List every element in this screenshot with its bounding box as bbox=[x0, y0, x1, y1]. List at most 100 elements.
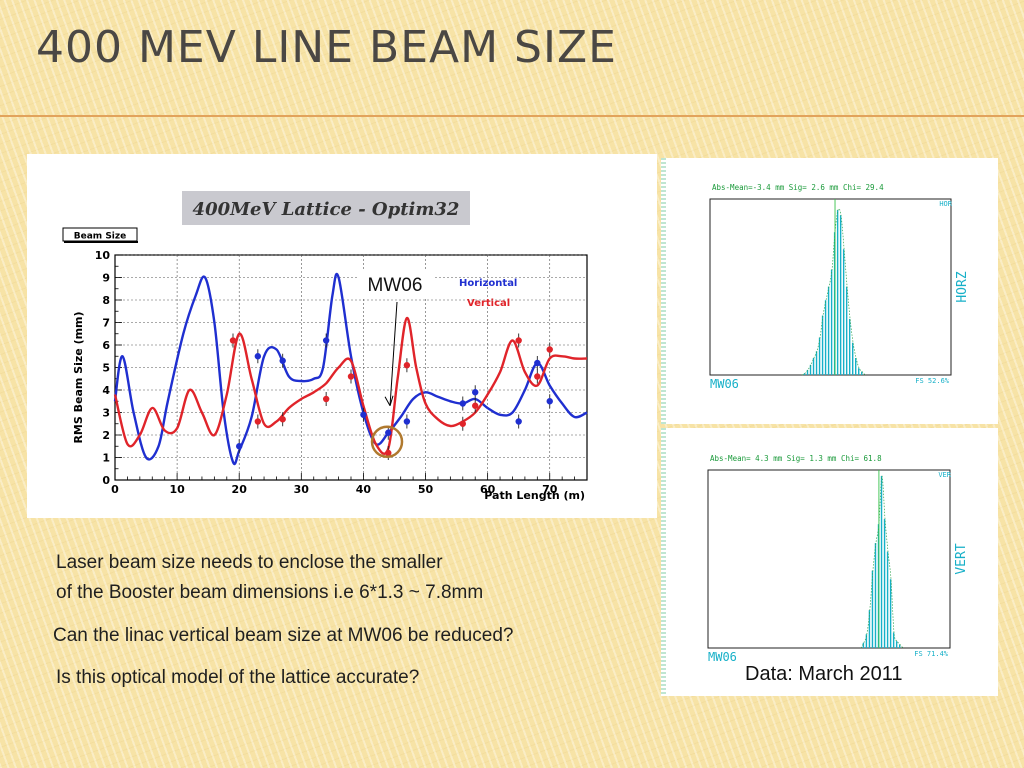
histogram-bar bbox=[815, 351, 818, 375]
x-tick-label: 70 bbox=[542, 483, 558, 496]
histogram-corner-tag: HOR bbox=[939, 200, 952, 208]
measured-point-horizontal bbox=[236, 443, 243, 450]
measured-point-horizontal bbox=[322, 337, 330, 344]
bullet-line-2: of the Booster beam dimensions i.e 6*1.3… bbox=[56, 582, 484, 603]
measured-point-vertical bbox=[254, 418, 262, 425]
histogram-bar bbox=[845, 286, 848, 375]
histogram-bar bbox=[809, 364, 812, 375]
x-tick-label: 30 bbox=[294, 483, 310, 496]
histogram-corner-tag: VER bbox=[938, 471, 951, 479]
y-tick-label: 7 bbox=[102, 317, 110, 330]
histogram-footer: FS 71.4% bbox=[914, 650, 949, 658]
x-tick-label: 60 bbox=[480, 483, 496, 496]
histogram-bar bbox=[898, 644, 901, 648]
measured-point-horizontal bbox=[360, 411, 367, 418]
histogram-fit-curve bbox=[801, 208, 866, 376]
y-tick-label: 5 bbox=[102, 362, 110, 375]
histogram-footer: FS 52.6% bbox=[915, 377, 950, 385]
y-tick-label: 2 bbox=[102, 429, 110, 442]
measured-point-horizontal bbox=[279, 357, 286, 364]
histogram-stats: Abs-Mean=-3.4 mm Sig= 2.6 mm Chi= 29.4 bbox=[712, 183, 884, 192]
chart-title: 400MeV Lattice - Optim32 bbox=[193, 199, 460, 220]
x-axis-title: Path Length (m) bbox=[484, 489, 585, 502]
annotation-arrow bbox=[389, 301, 398, 406]
histogram-bar bbox=[874, 543, 877, 648]
histogram-bar bbox=[858, 368, 860, 375]
measured-point-vertical bbox=[515, 337, 522, 344]
histogram-bar bbox=[889, 579, 892, 648]
slide-title: 400 MeV Line Beam Size bbox=[36, 22, 617, 73]
title-divider bbox=[0, 115, 1024, 117]
vertical-histogram: Abs-Mean= 4.3 mm Sig= 1.3 mm Chi= 61.8 VE… bbox=[707, 454, 969, 664]
measured-point-vertical bbox=[403, 362, 411, 369]
bullet-line-4: Is this optical model of the lattice acc… bbox=[56, 667, 420, 688]
histogram-frame bbox=[709, 198, 952, 376]
histogram-bar bbox=[892, 632, 895, 648]
histogram-bar bbox=[821, 315, 824, 375]
histogram-fit-curve bbox=[860, 475, 904, 649]
x-tick-label: 20 bbox=[232, 483, 248, 496]
histogram-bar bbox=[836, 210, 839, 375]
bullet-line-1: Laser beam size needs to enclose the sma… bbox=[56, 552, 443, 573]
x-tick-label: 10 bbox=[169, 483, 185, 496]
histogram-monitor-label: MW06 bbox=[710, 377, 739, 391]
measured-point-vertical bbox=[322, 395, 330, 403]
measured-point-vertical bbox=[546, 346, 553, 353]
legend-horizontal: Horizontal bbox=[459, 278, 517, 289]
histogram-bar bbox=[839, 215, 842, 375]
histogram-bar bbox=[862, 642, 865, 648]
histogram-bar bbox=[827, 286, 830, 375]
y-tick-label: 1 bbox=[102, 452, 110, 465]
measured-point-vertical bbox=[229, 337, 237, 344]
x-tick-label: 0 bbox=[111, 483, 119, 496]
y-tick-label: 0 bbox=[102, 474, 110, 487]
measured-point-vertical bbox=[534, 373, 541, 380]
x-tick-label: 40 bbox=[356, 483, 372, 496]
y-tick-label: 3 bbox=[102, 407, 110, 420]
legend-vertical: Vertical bbox=[467, 298, 510, 309]
measured-point-horizontal bbox=[459, 400, 466, 407]
measured-point-vertical bbox=[472, 402, 479, 409]
annotation-label-box bbox=[357, 270, 433, 298]
beam-size-tag: Beam Size bbox=[74, 232, 126, 242]
measured-point-vertical bbox=[459, 420, 466, 427]
histogram-stats: Abs-Mean= 4.3 mm Sig= 1.3 mm Chi= 61.8 bbox=[710, 454, 882, 463]
y-tick-label: 6 bbox=[102, 339, 110, 352]
measured-point-vertical bbox=[347, 373, 355, 380]
data-date-caption: Data: March 2011 bbox=[745, 663, 903, 685]
histogram-bar bbox=[806, 369, 809, 375]
x-tick-label: 50 bbox=[418, 483, 434, 496]
y-axis-title: RMS Beam Size (mm) bbox=[72, 311, 85, 443]
measured-point-vertical bbox=[385, 449, 392, 457]
y-tick-label: 8 bbox=[102, 294, 110, 307]
chart-title-box bbox=[182, 191, 470, 225]
histogram-bar bbox=[842, 249, 845, 375]
panel-edge-strip bbox=[661, 428, 666, 696]
annotation-label: MW06 bbox=[368, 275, 423, 296]
histogram-bar bbox=[855, 358, 857, 375]
histogram-bar bbox=[868, 610, 871, 648]
histogram-bar bbox=[803, 373, 806, 375]
panel-edge-strip bbox=[661, 158, 666, 424]
measured-point-horizontal bbox=[534, 359, 541, 367]
histogram-bar bbox=[824, 300, 827, 375]
y-tick-label: 4 bbox=[102, 384, 110, 397]
histogram-monitor-label: MW06 bbox=[708, 650, 737, 664]
histogram-bar bbox=[895, 641, 898, 648]
histogram-bar bbox=[871, 570, 874, 648]
histogram-bar bbox=[886, 551, 889, 648]
measured-point-horizontal bbox=[472, 389, 479, 396]
histogram-bar bbox=[812, 358, 815, 375]
mw06-highlight-circle bbox=[370, 425, 404, 458]
histogram-bar bbox=[830, 269, 833, 375]
series-line-vertical bbox=[113, 316, 588, 455]
vertical-histogram-panel: Abs-Mean= 4.3 mm Sig= 1.3 mm Chi= 61.8 VE… bbox=[666, 428, 998, 696]
histogram-side-label: VERT bbox=[954, 543, 969, 574]
measured-point-horizontal bbox=[403, 418, 411, 425]
histogram-bar bbox=[848, 318, 851, 375]
y-tick-label: 10 bbox=[95, 249, 111, 262]
y-tick-label: 9 bbox=[102, 272, 110, 285]
measured-point-horizontal bbox=[515, 418, 522, 425]
annotation-arrowhead bbox=[384, 395, 394, 406]
